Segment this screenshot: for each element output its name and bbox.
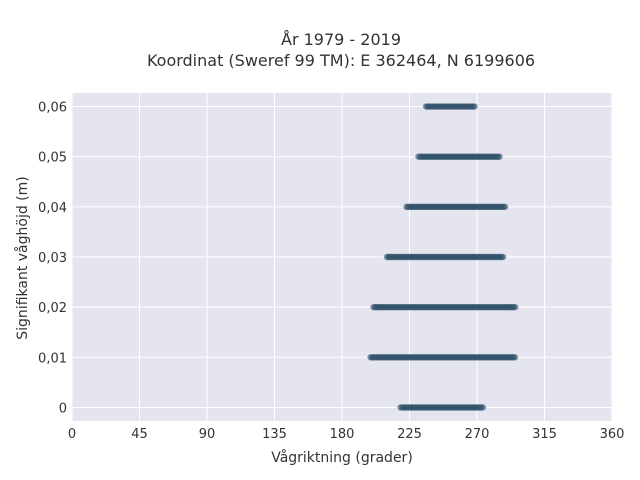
y-axis-label: Signifikant våghöjd (m) [14, 176, 31, 339]
x-axis-label: Vågriktning (grader) [271, 449, 413, 466]
x-tick-label: 225 [397, 427, 422, 442]
y-tick-label: 0,03 [38, 251, 67, 266]
data-point [471, 103, 478, 110]
y-tick-label: 0,01 [38, 351, 67, 366]
x-tick-label: 315 [532, 427, 557, 442]
data-point [499, 253, 507, 261]
grid [71, 93, 613, 421]
data-band [370, 303, 519, 311]
x-tick-label: 0 [68, 427, 76, 442]
y-tick-label: 0 [59, 401, 67, 416]
y-tick-label: 0,02 [38, 301, 67, 316]
data-band [403, 203, 509, 211]
x-tick-label: 360 [600, 427, 625, 442]
data-point [501, 203, 509, 211]
data-band [397, 404, 487, 411]
data-band [415, 153, 503, 160]
data-points [367, 103, 519, 411]
data-band [367, 354, 519, 361]
x-tick-label: 135 [262, 427, 287, 442]
chart-title-line2: Koordinat (Sweref 99 TM): E 362464, N 61… [147, 51, 535, 70]
data-point [512, 303, 519, 311]
y-tick-label: 0,04 [38, 201, 67, 216]
data-band [422, 103, 478, 110]
x-axis-ticks: 0 45 90 135 180 225 270 315 360 [68, 427, 625, 442]
y-tick-label: 0,06 [38, 101, 67, 116]
data-point [511, 354, 519, 361]
x-tick-label: 45 [131, 427, 148, 442]
x-tick-label: 270 [465, 427, 490, 442]
data-point [479, 404, 487, 411]
chart-title-line1: År 1979 - 2019 [281, 30, 401, 49]
x-tick-label: 90 [199, 427, 216, 442]
x-tick-label: 180 [330, 427, 355, 442]
y-tick-label: 0,05 [38, 151, 67, 166]
data-band [383, 253, 507, 261]
y-axis-ticks: 0 0,01 0,02 0,03 0,04 0,05 0,06 [38, 101, 67, 417]
data-point [496, 153, 503, 160]
